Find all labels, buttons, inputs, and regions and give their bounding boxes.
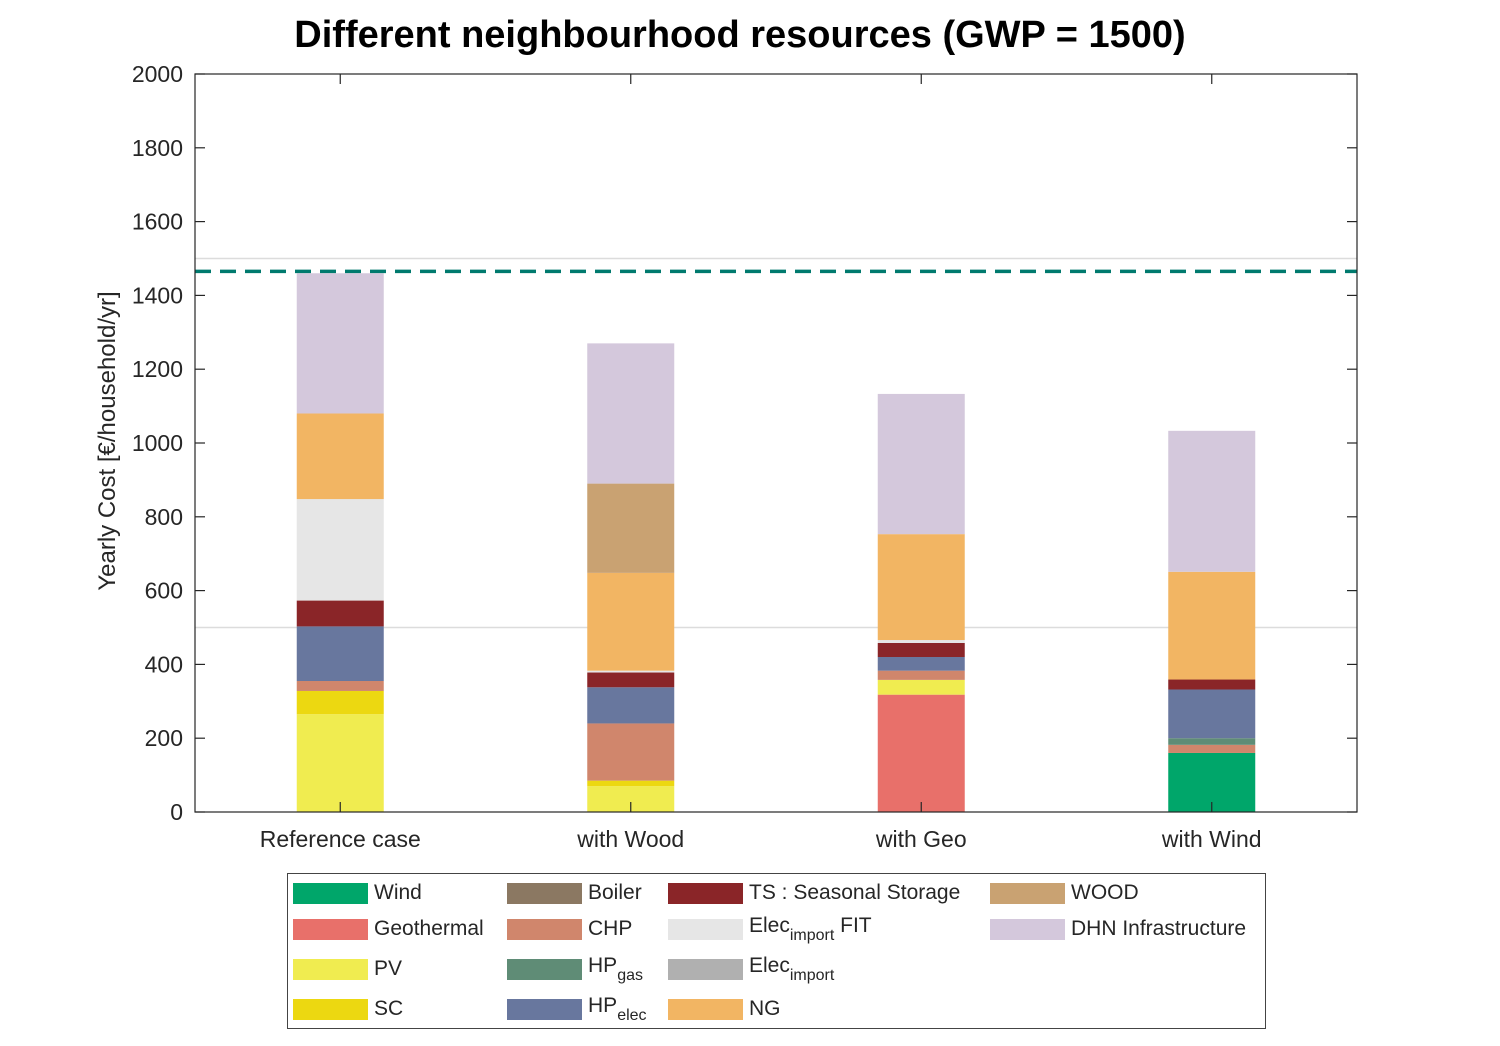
legend-swatch	[507, 918, 582, 940]
legend-label: NG	[749, 997, 781, 1020]
grid-layer	[195, 257, 1357, 629]
legend-swatch	[293, 998, 368, 1020]
legend-item: Geothermal	[293, 914, 484, 944]
legend-swatch	[668, 882, 743, 904]
legend-label: TS : Seasonal Storage	[749, 881, 961, 904]
bar-segment-chp	[296, 681, 384, 691]
legend-swatch	[507, 958, 582, 980]
y-tick-label: 600	[145, 578, 183, 604]
y-tick-label: 800	[145, 504, 183, 530]
x-tick-label: with Wood	[576, 826, 684, 852]
legend-swatch	[668, 998, 743, 1020]
legend-label: HPgas	[588, 953, 643, 984]
bar-segment-ng	[877, 534, 965, 641]
legend-swatch	[990, 882, 1065, 904]
y-tick-label: 1800	[132, 135, 183, 161]
legend-item: HPgas	[507, 954, 643, 984]
bar-segment-chp	[1168, 744, 1256, 753]
axes-layer	[194, 73, 1358, 813]
x-tick-label: with Wind	[1161, 826, 1262, 852]
bar-segment-sc	[296, 690, 384, 715]
legend-label: DHN Infrastructure	[1071, 917, 1247, 940]
legend-item: DHN Infrastructure	[990, 914, 1246, 944]
y-tick-label: 1600	[132, 209, 183, 235]
legend-label: Geothermal	[374, 917, 484, 940]
legend-label: Elecimport FIT	[749, 913, 872, 944]
legend-label: Boiler	[588, 881, 642, 904]
legend: Wind Geothermal PV SC Boiler CHP HPgas HPelec TS…	[287, 873, 1266, 1029]
legend-label: PV	[374, 957, 403, 980]
legend-item: CHP	[507, 914, 632, 944]
bar-segment-hpgas	[1168, 738, 1256, 745]
legend-item: TS : Seasonal Storage	[668, 878, 960, 908]
y-tick-label: 200	[145, 725, 183, 751]
bar-segment-ng	[296, 413, 384, 500]
bar-segment-elecimport-fit	[877, 640, 965, 643]
legend-label: Wind	[374, 881, 422, 904]
bar-segment-dhn-infrastructure	[587, 343, 675, 484]
y-tick-label: 1200	[132, 356, 183, 382]
bar-segment-hpelec	[296, 626, 384, 682]
legend-item: NG	[668, 994, 781, 1024]
legend-swatch	[507, 882, 582, 904]
legend-label: CHP	[588, 917, 633, 940]
legend-item: WOOD	[990, 878, 1139, 908]
legend-item: Elecimport FIT	[668, 914, 872, 944]
bar-segment-wood	[587, 483, 675, 573]
bar-segment-ts-seasonal-storage	[877, 642, 965, 658]
legend-swatch	[668, 958, 743, 980]
bar-segment-elecimport-fit	[587, 670, 675, 673]
legend-item: SC	[293, 994, 403, 1024]
legend-item: HPelec	[507, 994, 647, 1024]
bar-segment-ts-seasonal-storage	[1168, 679, 1256, 690]
y-tick-label: 0	[170, 799, 183, 825]
bar-segment-hpelec	[587, 687, 675, 724]
legend-label: Elecimport	[749, 953, 835, 984]
legend-label: SC	[374, 997, 404, 1020]
bar-segment-ts-seasonal-storage	[587, 672, 675, 688]
stacked-bar-chart: 0 200 400 600 800 1000 1200 1400 1600 1800 2000 Ref…	[94, 61, 1358, 852]
bar-segment-elecimport-fit	[296, 499, 384, 601]
legend-swatch	[507, 998, 582, 1020]
y-tick-label: 1400	[132, 282, 183, 308]
bar-segment-pv	[877, 679, 965, 695]
bar-segment-chp	[877, 670, 965, 680]
chart-title: Different neighbourhood resources (GWP =…	[294, 14, 1186, 56]
y-tick-label: 1000	[132, 430, 183, 456]
legend-swatch	[293, 958, 368, 980]
legend-item: Elecimport	[668, 954, 834, 984]
bar-segment-pv	[296, 714, 384, 812]
legend-swatch	[293, 882, 368, 904]
legend-swatch	[668, 918, 743, 940]
y-axis-label: Yearly Cost [€/household/yr]	[94, 291, 121, 590]
bar-segment-dhn-infrastructure	[877, 393, 965, 535]
bar-segment-chp	[587, 723, 675, 781]
bar-segment-ng	[587, 572, 675, 671]
legend-label: HPelec	[588, 993, 647, 1024]
legend-item: Wind	[293, 878, 422, 908]
labels-layer: 0 200 400 600 800 1000 1200 1400 1600 1800 2000 Ref…	[94, 61, 1262, 852]
bar-segment-sc	[587, 780, 675, 787]
bar-segment-hpelec	[877, 657, 965, 671]
legend-swatch	[990, 918, 1065, 940]
legend-label: WOOD	[1071, 881, 1139, 904]
bar-segment-geothermal	[877, 694, 965, 812]
x-tick-label: Reference case	[260, 826, 421, 852]
bar-segment-ng	[1168, 571, 1256, 680]
x-tick-label: with Geo	[875, 826, 967, 852]
bar-segment-dhn-infrastructure	[296, 273, 384, 414]
legend-swatch	[293, 918, 368, 940]
legend-item: Boiler	[507, 878, 642, 908]
bar-segment-ts-seasonal-storage	[296, 600, 384, 627]
y-tick-label: 2000	[132, 61, 183, 87]
y-tick-label: 400	[145, 651, 183, 677]
legend-item: PV	[293, 954, 402, 984]
bar-segment-hpelec	[1168, 689, 1256, 739]
bars-layer	[296, 273, 1256, 812]
bar-segment-dhn-infrastructure	[1168, 430, 1256, 572]
